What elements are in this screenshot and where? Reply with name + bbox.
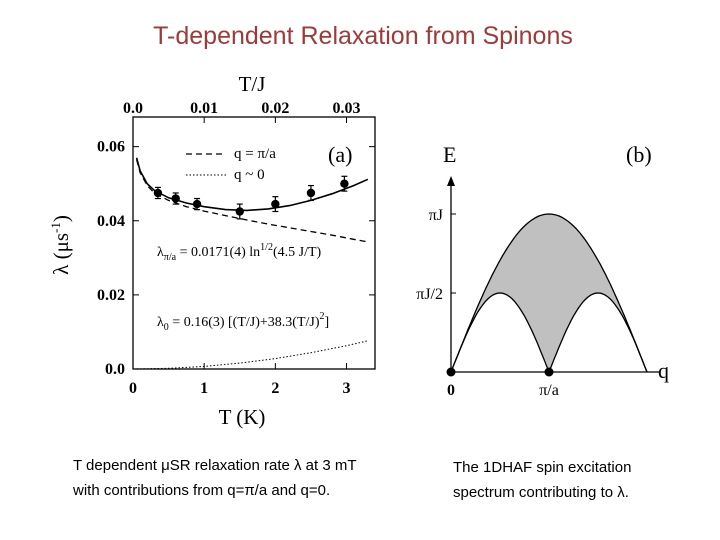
formula-pi-a: λπ/a = 0.0171(4) ln1/2(4.5 J/T) (157, 242, 322, 263)
caption-b-line-2: spectrum contributing to λ. (453, 484, 629, 501)
dotted-series-line (132, 340, 369, 370)
y-tick-label: 0.0 (105, 361, 125, 378)
panel-b-chart: E (b) q πJ πJ/2 0 π/a (416, 142, 669, 399)
data-point (235, 207, 244, 216)
q-tick-label: π/a (539, 382, 559, 399)
panel-a-x2-label: T/J (239, 72, 266, 96)
formula-zero: λ0 = 0.16(3) [(T/J)+38.3(T/J)2] (157, 311, 329, 333)
y-tick-label: 0.04 (97, 213, 125, 230)
panel-b-y-label: E (443, 142, 456, 167)
dashed-series-line (135, 159, 369, 243)
data-point (340, 179, 349, 188)
x-tick-label: 2 (271, 380, 279, 397)
caption-b-line-1: The 1DHAF spin excitation (453, 459, 632, 476)
data-point (153, 188, 163, 198)
panel-a-x-label: T (K) (219, 405, 266, 429)
caption-a: T dependent μSR relaxation rate λ at 3 m… (73, 453, 433, 503)
panel-b-label: (b) (626, 142, 652, 167)
caption-b: The 1DHAF spin excitation spectrum contr… (453, 455, 713, 505)
zero-energy-point (446, 367, 456, 377)
continuum-area (451, 214, 647, 372)
data-point (192, 199, 202, 209)
y-tick-label: 0.06 (97, 139, 125, 156)
energy-tick-label: πJ/2 (416, 286, 443, 303)
q-tick-label: 0 (447, 382, 455, 399)
data-point (271, 199, 280, 209)
y-tick-label: 0.02 (97, 287, 125, 304)
x-tick-label: 1 (200, 380, 208, 397)
caption-a-line-1: T dependent μSR relaxation rate λ at 3 m… (73, 457, 357, 474)
x2-tick-label: 0.0 (123, 100, 143, 117)
legend-dotted-label: q ~ 0 (234, 167, 265, 183)
panel-b-marks: πJ πJ/2 0 π/a (416, 207, 648, 399)
energy-axis-arrow (447, 176, 455, 186)
solid-series-line (135, 157, 369, 212)
x2-tick-label: 0.03 (333, 100, 361, 117)
energy-tick-label: πJ (429, 207, 443, 224)
panel-a-label: (a) (328, 142, 352, 167)
zero-energy-point (544, 367, 554, 377)
x2-tick-label: 0.02 (261, 100, 289, 117)
slide-title: T-dependent Relaxation from Spinons (153, 22, 573, 50)
panel-a-y-label: λ (μs-1) (48, 215, 73, 275)
x2-tick-label: 0.01 (190, 100, 218, 117)
data-point (306, 188, 316, 198)
caption-a-line-2: with contributions from q=π/a and q=0. (73, 482, 331, 499)
panel-b-x-label: q (658, 358, 669, 383)
legend-dashed-label: q = π/a (234, 146, 276, 162)
panel-a-marks: 0 1 2 3 0.0 0.01 0.02 0.03 0.0 0.02 0.04 0.06 (97, 100, 375, 397)
panel-a-chart: T/J T (K) λ (μs-1) (a) q = π/a q ~ 0 λπ/… (48, 72, 376, 429)
x-tick-label: 0 (129, 380, 137, 397)
panel-a-frame (132, 116, 376, 370)
x-tick-label: 3 (343, 380, 351, 397)
data-point (171, 194, 180, 203)
upper-boundary-line (450, 213, 648, 373)
